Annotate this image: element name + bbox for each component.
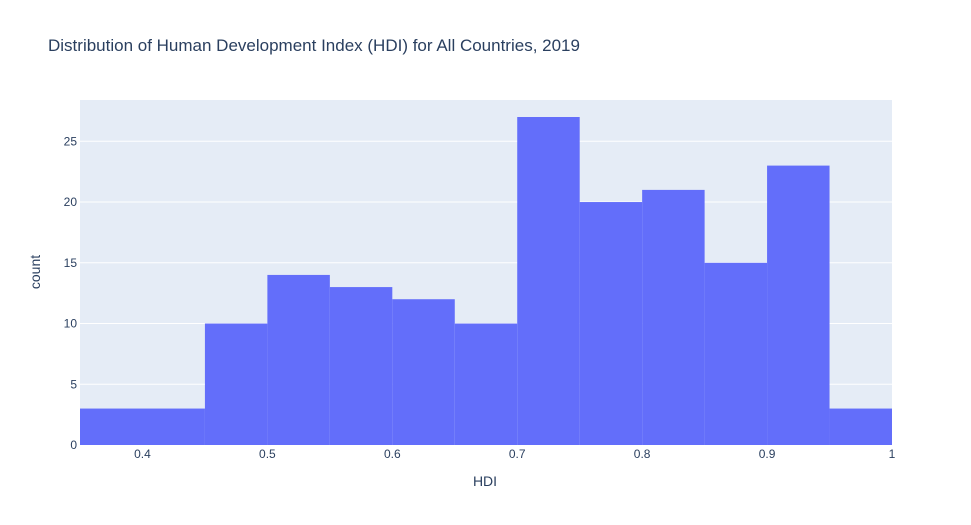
y-tick-label: 15 [64, 256, 78, 270]
histogram-bar[interactable] [767, 165, 830, 446]
x-axis-title: HDI [473, 473, 497, 489]
x-tick-label: 0.7 [509, 447, 526, 461]
x-tick-label: 0.9 [759, 447, 776, 461]
histogram-bar[interactable] [829, 408, 892, 445]
x-tick-label: 0.6 [384, 447, 401, 461]
histogram-bar[interactable] [517, 117, 580, 445]
histogram-bar[interactable] [329, 287, 393, 445]
histogram-bar[interactable] [204, 323, 268, 445]
y-tick-label: 10 [64, 317, 78, 331]
x-tick-label: 0.8 [634, 447, 651, 461]
histogram-bar[interactable] [392, 299, 455, 445]
x-tick-label: 0.5 [259, 447, 276, 461]
histogram-bar[interactable] [80, 408, 205, 445]
x-tick-label: 0.4 [134, 447, 151, 461]
histogram-bar[interactable] [642, 189, 705, 445]
x-tick-label: 1 [889, 447, 896, 461]
y-tick-label: 5 [70, 377, 77, 391]
histogram-bar[interactable] [579, 202, 643, 445]
y-axis-ticks: 0 5 10 15 20 25 [64, 134, 78, 452]
y-axis-title: count [27, 255, 43, 289]
histogram-bar[interactable] [704, 262, 768, 445]
histogram-bar[interactable] [454, 323, 518, 445]
y-tick-label: 20 [64, 195, 78, 209]
y-tick-label: 0 [70, 438, 77, 452]
histogram-bar[interactable] [267, 274, 330, 445]
x-axis-ticks: 0.4 0.5 0.6 0.7 0.8 0.9 1 [134, 447, 896, 461]
y-tick-label: 25 [64, 134, 78, 148]
chart-title: Distribution of Human Development Index … [48, 36, 580, 55]
bars [80, 117, 892, 446]
